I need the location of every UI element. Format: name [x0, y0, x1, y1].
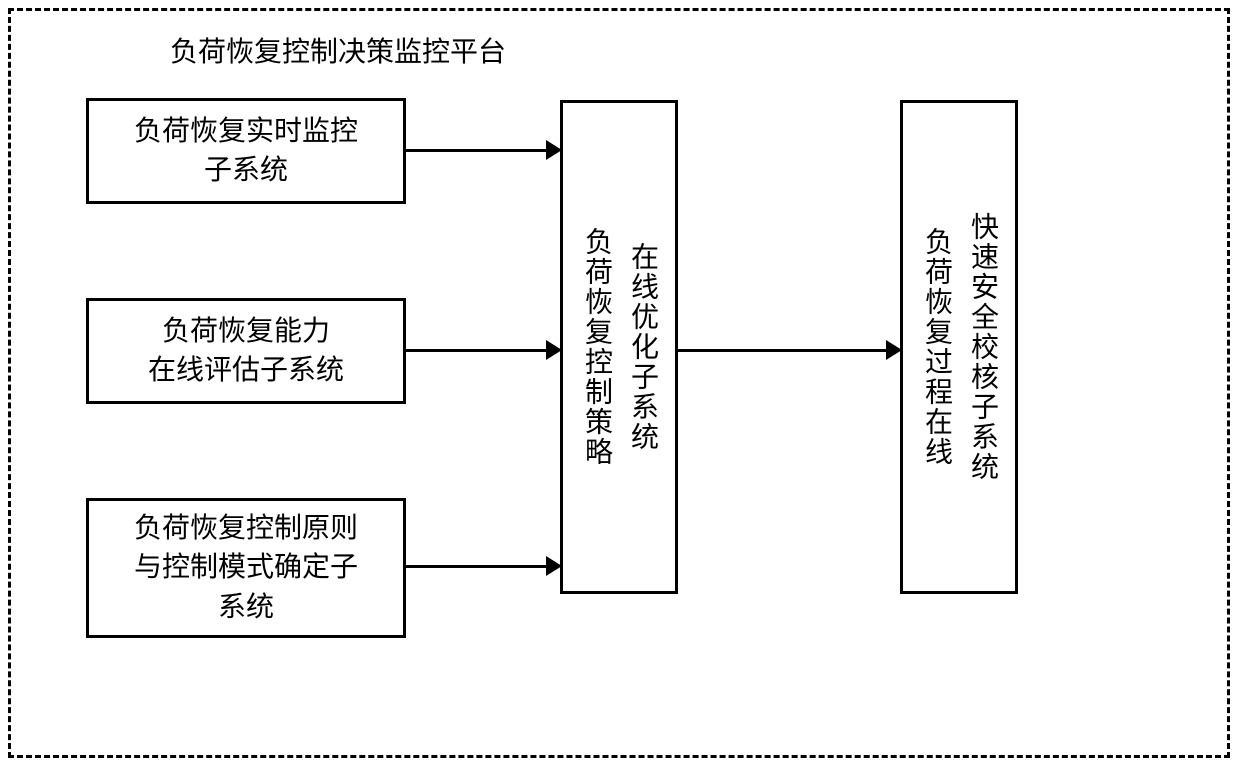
node-label: 负荷恢复控制原则: [134, 509, 358, 548]
edge-arrowhead: [546, 340, 562, 360]
diagram-title: 负荷恢复控制决策监控平台: [170, 30, 506, 70]
edge-line: [406, 565, 546, 568]
node-label: 负荷恢复实时监控: [134, 112, 358, 151]
node-safety-check: 负荷恢复过程在线 快速安全校核子系统: [900, 100, 1018, 594]
node-label: 负荷恢复控制策略: [576, 227, 616, 467]
edge-line: [678, 349, 886, 352]
node-label: 在线优化子系统: [622, 227, 662, 467]
edge-line: [406, 149, 546, 152]
node-label: 在线评估子系统: [148, 351, 344, 390]
edge-arrowhead: [546, 140, 562, 160]
node-label: 系统: [134, 588, 358, 627]
edge-arrowhead: [546, 556, 562, 576]
node-label: 与控制模式确定子: [134, 548, 358, 587]
edge-line: [406, 349, 546, 352]
edge-arrowhead: [886, 340, 902, 360]
node-label: 负荷恢复能力: [148, 312, 344, 351]
node-label: 快速安全校核子系统: [962, 212, 1002, 482]
node-online-optimize: 负荷恢复控制策略 在线优化子系统: [560, 100, 678, 594]
node-control-principle: 负荷恢复控制原则 与控制模式确定子 系统: [86, 498, 406, 638]
node-capability-eval: 负荷恢复能力 在线评估子系统: [86, 298, 406, 404]
node-label: 子系统: [134, 151, 358, 190]
node-realtime-monitor: 负荷恢复实时监控 子系统: [86, 98, 406, 204]
node-label: 负荷恢复过程在线: [916, 212, 956, 482]
